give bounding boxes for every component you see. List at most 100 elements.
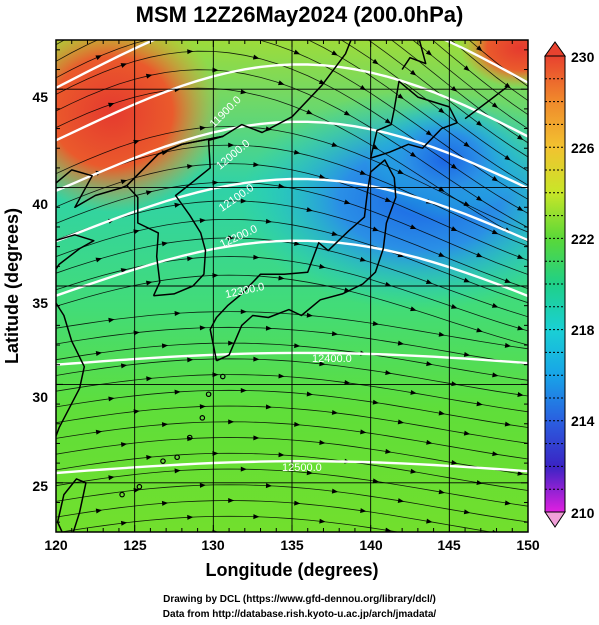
streamline-arrow: [438, 186, 445, 192]
streamline-arrow: [253, 162, 260, 168]
streamline-arrow: [409, 151, 417, 158]
streamline-arrow: [120, 363, 128, 369]
streamline-arrow: [451, 304, 458, 309]
streamline-arrow: [120, 63, 128, 68]
streamline-arrow: [492, 529, 499, 532]
streamline-arrow: [384, 281, 392, 287]
streamline-arrow: [120, 179, 128, 185]
streamline-arrow: [504, 155, 511, 161]
streamline-arrow: [516, 205, 524, 211]
streamline-arrow: [476, 559, 483, 565]
streamline-arrow: [425, 49, 433, 56]
xtick-label: 150: [516, 537, 540, 553]
streamline-arrow: [505, 579, 512, 585]
streamline-arrow: [95, 257, 103, 263]
coastlines: [56, 40, 510, 532]
streamline-arrow: [240, 198, 247, 204]
streamline-arrow: [241, 545, 247, 550]
streamline-arrow: [174, 389, 181, 395]
streamline-arrow: [344, 537, 351, 543]
streamline-arrow: [517, 392, 524, 397]
streamline-arrow: [397, 498, 405, 504]
streamline-arrow: [161, 343, 169, 349]
streamline-arrow: [278, 373, 285, 379]
streamline-arrow: [199, 125, 206, 131]
ytick-label: 35: [32, 295, 48, 311]
streamline-arrow: [319, 439, 326, 445]
streamline-arrow: [372, 226, 379, 232]
streamline-arrow: [265, 218, 272, 224]
streamline-arrow: [95, 508, 103, 514]
streamline-arrow: [145, 73, 153, 79]
streamline-arrow: [146, 280, 153, 286]
streamline-arrow: [199, 325, 206, 331]
streamline-arrow: [294, 500, 301, 506]
streamline-arrow: [530, 520, 537, 526]
ytick-label: 40: [32, 196, 48, 212]
streamline-arrow: [108, 317, 115, 323]
streamline-arrow: [426, 518, 433, 524]
streamline-arrow: [293, 149, 301, 155]
streamline-arrow: [530, 115, 538, 122]
streamline-arrow: [306, 470, 313, 476]
streamline-arrow: [212, 67, 219, 73]
streamline-arrow: [95, 429, 103, 435]
colorbar-label: 214: [571, 413, 595, 429]
streamline-arrow: [438, 107, 445, 114]
island: [186, 434, 193, 441]
xtick-label: 130: [201, 537, 225, 553]
streamline-arrow: [240, 89, 247, 95]
streamline-arrow: [359, 170, 367, 175]
streamline-arrow: [107, 102, 115, 108]
streamline-arrow: [438, 489, 445, 495]
streamline-arrow: [463, 141, 470, 148]
streamline-arrow: [161, 500, 169, 506]
streamline-arrow: [278, 80, 285, 86]
streamline-arrow: [212, 372, 219, 378]
streamline-arrow: [344, 23, 352, 30]
contour-label: 12400.0: [312, 353, 352, 365]
streamline-arrow: [410, 389, 417, 395]
streamline-arrow: [293, 240, 301, 246]
streamline-arrow: [476, 327, 483, 333]
streamline-arrow: [384, 197, 392, 202]
streamline-arrow: [294, 343, 301, 349]
streamline-arrow: [439, 568, 446, 574]
ytick-label: 45: [32, 89, 48, 105]
streamline-arrow: [120, 520, 128, 526]
contour-line: [40, 0, 543, 38]
streamline: [412, 40, 528, 130]
y-axis-title: Latitude (degrees): [2, 208, 22, 364]
streamline-arrow: [530, 231, 537, 238]
contour-line: [56, 40, 528, 90]
streamline-arrow: [174, 310, 181, 316]
streamline-arrow: [504, 421, 512, 427]
streamline-arrow: [372, 478, 379, 484]
streamline-arrow: [253, 514, 260, 520]
xtick-label: 145: [437, 537, 461, 553]
streamline-arrow: [410, 306, 417, 312]
streamline-arrow: [438, 331, 445, 337]
streamline-arrow: [240, 309, 247, 315]
streamline: [450, 40, 528, 102]
streamline-arrow: [186, 164, 194, 170]
streamline-arrow: [145, 190, 153, 196]
streamline-arrow: [146, 455, 153, 460]
streamline-arrow: [463, 277, 471, 283]
streamline-arrow: [228, 142, 235, 148]
streamline-arrow: [228, 419, 235, 425]
island: [119, 491, 125, 498]
streamline-arrow: [344, 199, 351, 205]
ytick-label: 25: [32, 478, 48, 494]
streamline-arrow: [397, 93, 404, 100]
colorbar-label: 222: [571, 231, 595, 247]
streamline: [56, 40, 528, 172]
streamline-arrow: [265, 404, 272, 410]
xtick-label: 140: [359, 537, 383, 553]
streamline-arrow: [476, 252, 483, 258]
streamline-arrow: [491, 229, 499, 235]
streamline-arrow: [265, 483, 272, 489]
streamline-arrow: [200, 12, 206, 17]
island: [174, 454, 180, 461]
